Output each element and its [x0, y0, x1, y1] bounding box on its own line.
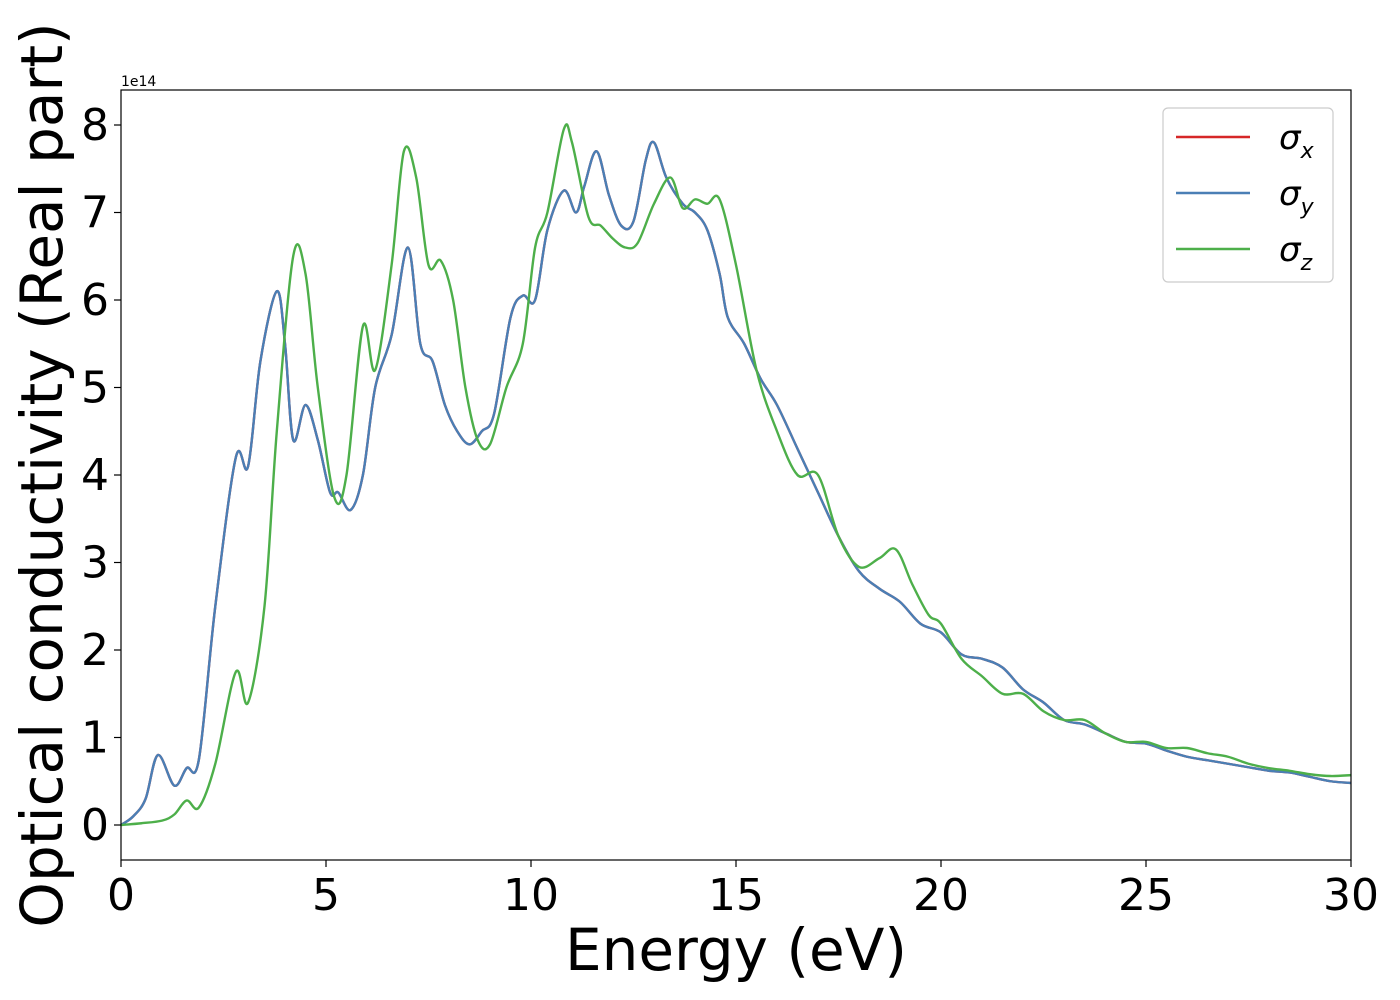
x-tick-label: 5: [312, 870, 340, 921]
x-tick-label: 0: [107, 870, 135, 921]
x-tick-label: 15: [708, 870, 764, 921]
legend-label-sigma-y: σy: [1279, 174, 1315, 220]
x-axis-label: Energy (eV): [565, 916, 907, 984]
y-tick-label: 0: [81, 800, 109, 851]
y-tick-label: 4: [81, 450, 109, 501]
y-tick-label: 5: [81, 363, 109, 414]
y-tick-label: 6: [81, 275, 109, 326]
legend-frame: [1162, 107, 1334, 283]
x-tick-label: 30: [1323, 870, 1379, 921]
y-tick-label: 1: [81, 713, 109, 764]
x-tick-label: 10: [503, 870, 559, 921]
series-lines: [120, 123, 1352, 827]
y-tick-label: 8: [81, 100, 109, 151]
legend-label-sigma-x: σx: [1279, 118, 1315, 164]
legend: σx σy σz: [1162, 107, 1334, 283]
y-axis-label: Optical conductivity (Real part): [8, 22, 76, 927]
x-tick-label: 25: [1118, 870, 1174, 921]
x-axis: 0 5 10 15 20 25 30: [107, 860, 1379, 921]
legend-label-sigma-z: σz: [1279, 230, 1313, 276]
x-tick-label: 20: [913, 870, 969, 921]
y-offset-label: 1e14: [121, 74, 156, 90]
y-tick-label: 2: [81, 625, 109, 676]
y-tick-label: 7: [81, 188, 109, 239]
series-line-sigma-z: [120, 123, 1352, 827]
y-tick-label: 3: [81, 538, 109, 589]
y-axis: 0 1 2 3 4 5 6 7 8: [81, 100, 121, 851]
